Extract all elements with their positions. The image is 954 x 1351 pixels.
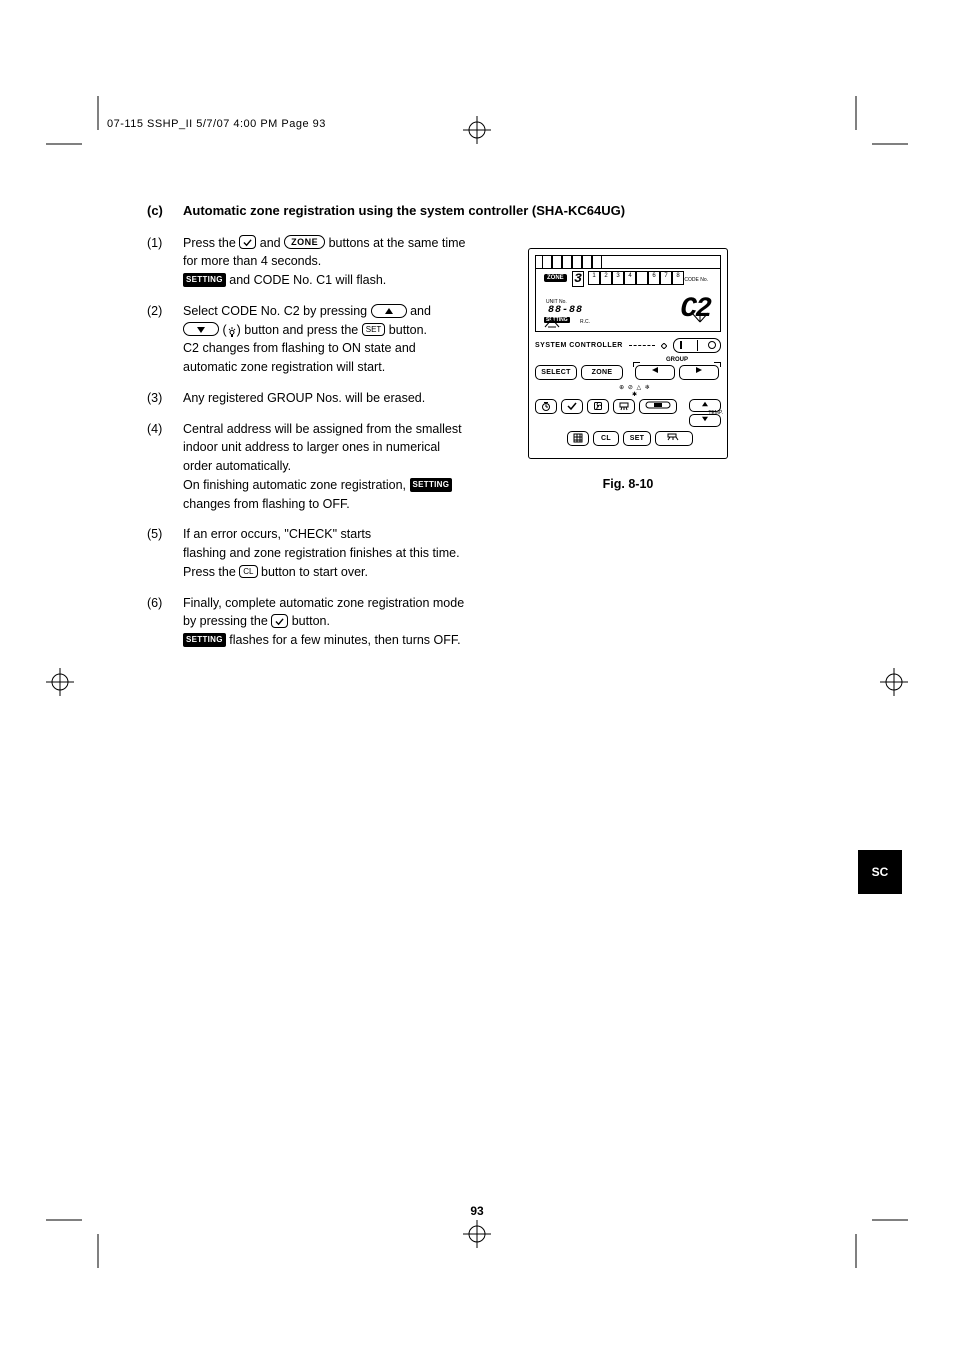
step-3: (3) Any registered GROUP Nos. will be er…: [147, 389, 467, 408]
check-button-icon: [239, 235, 256, 249]
text: button.: [389, 323, 427, 337]
step-5: (5) If an error occurs, "CHECK" starts f…: [147, 525, 467, 581]
text: If an error occurs, "CHECK" starts: [183, 527, 371, 541]
swing-button: [655, 431, 693, 446]
check-button: [561, 399, 583, 414]
lcd-rc: R.C.: [580, 319, 590, 325]
heading-letter: (c): [147, 202, 183, 220]
step-num: (5): [147, 525, 183, 581]
figure-8-10: ZONE 3 12 34 67 8 CODE No. C2 UNIT No. 8…: [528, 248, 728, 491]
group-right-button: [679, 365, 719, 380]
down-button-icon: [183, 322, 219, 336]
setting-badge: SETTING: [410, 478, 453, 492]
setting-badge: SETTING: [183, 633, 226, 647]
step-num: (3): [147, 389, 183, 408]
page-number: 93: [0, 1204, 954, 1218]
zone-button: ZONE: [581, 365, 623, 380]
lcd-zone-label: ZONE: [544, 274, 567, 282]
text: and: [410, 304, 431, 318]
text: Select CODE No. C2 by pressing: [183, 304, 371, 318]
antenna-icon: [542, 317, 572, 329]
group-buttons: GROUP: [635, 365, 719, 380]
timer-button: [535, 399, 557, 414]
temp-icon: [227, 324, 237, 334]
temp-buttons: TEMP.: [689, 399, 721, 427]
steps-list: (1) Press the and ZONE buttons at the sa…: [147, 234, 467, 650]
set-button-icon: SET: [362, 323, 386, 336]
vent-button: [613, 399, 635, 414]
text: flashes for a few minutes, then turns OF…: [229, 633, 460, 647]
text: button.: [292, 614, 330, 628]
step-num: (6): [147, 594, 183, 650]
grid-button: [567, 431, 589, 446]
lcd: ZONE 3 12 34 67 8 CODE No. C2 UNIT No. 8…: [535, 255, 721, 332]
zone-button-icon: ZONE: [284, 235, 325, 249]
step-num: (2): [147, 302, 183, 377]
text: and CODE No. C1 will flash.: [229, 273, 386, 287]
text: Press the: [183, 236, 239, 250]
step-num: (4): [147, 420, 183, 514]
section-heading: (c) Automatic zone registration using th…: [147, 202, 837, 220]
cl-button-icon: CL: [239, 565, 257, 578]
select-button: SELECT: [535, 365, 577, 380]
text: changes from flashing to OFF.: [183, 497, 350, 511]
text: button to start over.: [261, 565, 368, 579]
group-left-button: [635, 365, 675, 380]
rays-icon: [688, 310, 712, 328]
mode-button: [639, 399, 677, 414]
controller-diagram: ZONE 3 12 34 67 8 CODE No. C2 UNIT No. 8…: [528, 248, 728, 459]
step-1: (1) Press the and ZONE buttons at the sa…: [147, 234, 467, 290]
diamond-icon: [661, 343, 667, 349]
step-num: (1): [147, 234, 183, 290]
lcd-code-label: CODE No.: [684, 277, 708, 283]
text: Central address will be assigned from th…: [183, 422, 462, 474]
heading-text: Automatic zone registration using the sy…: [183, 202, 625, 220]
text: C2 changes from flashing to ON state and…: [183, 341, 416, 374]
fan-button: [587, 399, 609, 414]
lcd-unit-value: 88-88: [548, 305, 583, 316]
step-6: (6) Finally, complete automatic zone reg…: [147, 594, 467, 650]
side-tab: SC: [858, 850, 902, 894]
up-button-icon: [371, 304, 407, 318]
print-header: 07-115 SSHP_II 5/7/07 4:00 PM Page 93: [107, 118, 326, 130]
cl-button: CL: [593, 431, 619, 446]
text: Any registered GROUP Nos. will be erased…: [183, 389, 467, 408]
figure-caption: Fig. 8-10: [528, 477, 728, 491]
panel-title-row: SYSTEM CONTROLLER: [535, 338, 727, 353]
mode-icons: ⊕ ⊘ △ ❄ ✱: [615, 384, 655, 398]
group-label: GROUP: [666, 357, 688, 363]
temp-label: TEMP.: [708, 410, 723, 416]
step-2: (2) Select CODE No. C2 by pressing and (…: [147, 302, 467, 377]
lcd-grid: 12 34 67 8: [588, 271, 684, 285]
page-content: (c) Automatic zone registration using th…: [147, 202, 837, 662]
setting-badge: SETTING: [183, 273, 226, 287]
onoff-button: [673, 338, 721, 353]
text: and: [260, 236, 284, 250]
step-4: (4) Central address will be assigned fro…: [147, 420, 467, 514]
lcd-zone-num: 3: [572, 271, 584, 287]
panel-title: SYSTEM CONTROLLER: [535, 342, 623, 349]
set-button: SET: [623, 431, 651, 446]
text: On finishing automatic zone registration…: [183, 478, 410, 492]
check-button-icon: [271, 614, 288, 628]
text: ) button and press the: [237, 323, 362, 337]
